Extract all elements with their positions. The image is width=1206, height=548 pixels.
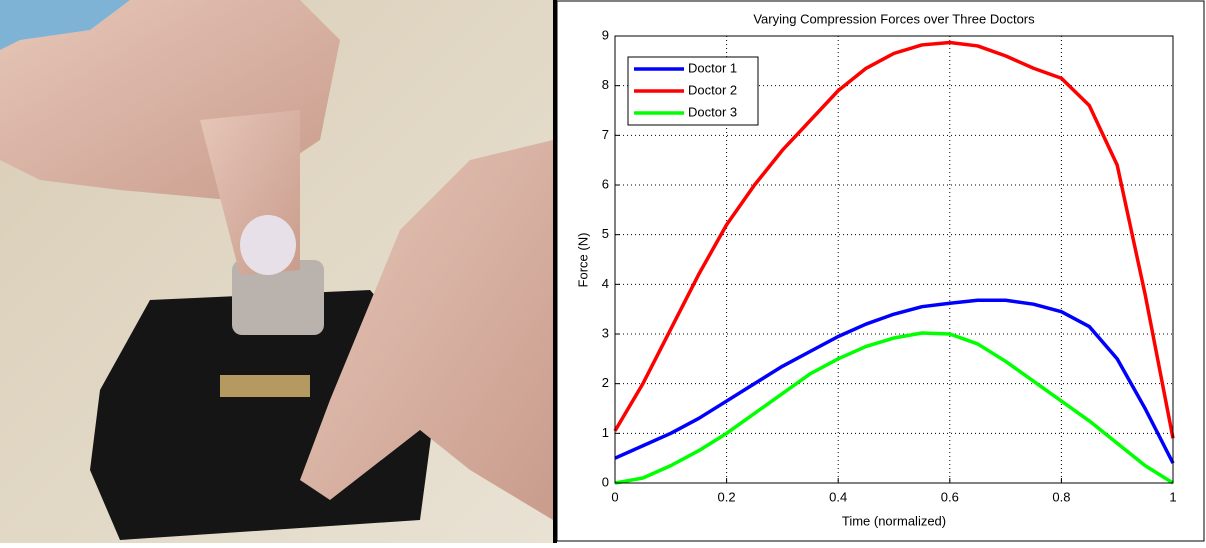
x-tick-label: 0.4 (829, 489, 847, 504)
y-tick-label: 5 (602, 226, 609, 241)
photo (0, 0, 557, 543)
plot-border (614, 35, 1174, 484)
legend-label: Doctor 1 (688, 60, 737, 75)
y-axis-label: Force (N) (575, 233, 590, 288)
legend-label: Doctor 2 (688, 82, 737, 97)
series-line (613, 40, 1175, 439)
divider (553, 0, 557, 543)
series-line (614, 298, 1175, 464)
legend-label: Doctor 3 (688, 104, 737, 119)
y-tick-label: 1 (602, 425, 609, 440)
fingernail (240, 215, 296, 275)
y-tick-label: 2 (602, 375, 609, 390)
sleeve (0, 0, 130, 50)
device-plate (220, 375, 310, 397)
y-tick-label: 3 (602, 325, 609, 340)
x-tick-label: 0.6 (941, 489, 959, 504)
x-axis-label: Time (normalized) (842, 513, 946, 528)
y-tick-label: 6 (602, 176, 609, 191)
series-line (614, 331, 1174, 485)
y-tick-label: 0 (602, 474, 609, 489)
x-tick-label: 0.2 (718, 489, 736, 504)
y-tick-label: 9 (602, 27, 609, 42)
x-tick-label: 0 (611, 489, 618, 504)
right-hand (300, 140, 553, 520)
x-tick-label: 0.8 (1052, 489, 1070, 504)
chart-title: Varying Compression Forces over Three Do… (753, 11, 1035, 26)
y-tick-label: 7 (602, 127, 609, 142)
x-tick-label: 1 (1169, 489, 1176, 504)
chart-frame (556, 0, 1205, 542)
device-ring (232, 260, 324, 335)
y-tick-label: 4 (602, 276, 609, 291)
y-tick-label: 8 (602, 77, 609, 92)
